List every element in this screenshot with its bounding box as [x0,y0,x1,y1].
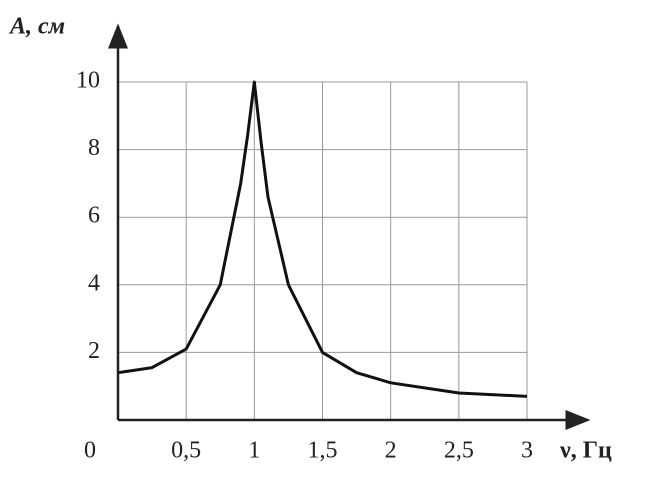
curve [117,80,528,398]
y-axis-label: A, см [8,14,65,40]
x-axis-label: ν, Гц [559,438,612,464]
y-tick-label: 6 [88,203,100,229]
x-tick-label: 1 [248,438,260,464]
x-tick-label: 1,5 [308,438,338,464]
y-tick-label: 4 [88,270,100,296]
x-tick-label: 0 [84,438,96,464]
y-tick-label: 2 [88,338,100,364]
x-tick-label: 3 [521,438,533,464]
x-tick-label: 2 [385,438,397,464]
y-tick-label: 10 [76,68,100,94]
x-tick-label: 0,5 [171,438,201,464]
y-tick-label: 8 [88,135,100,161]
x-tick-label: 2,5 [444,438,474,464]
